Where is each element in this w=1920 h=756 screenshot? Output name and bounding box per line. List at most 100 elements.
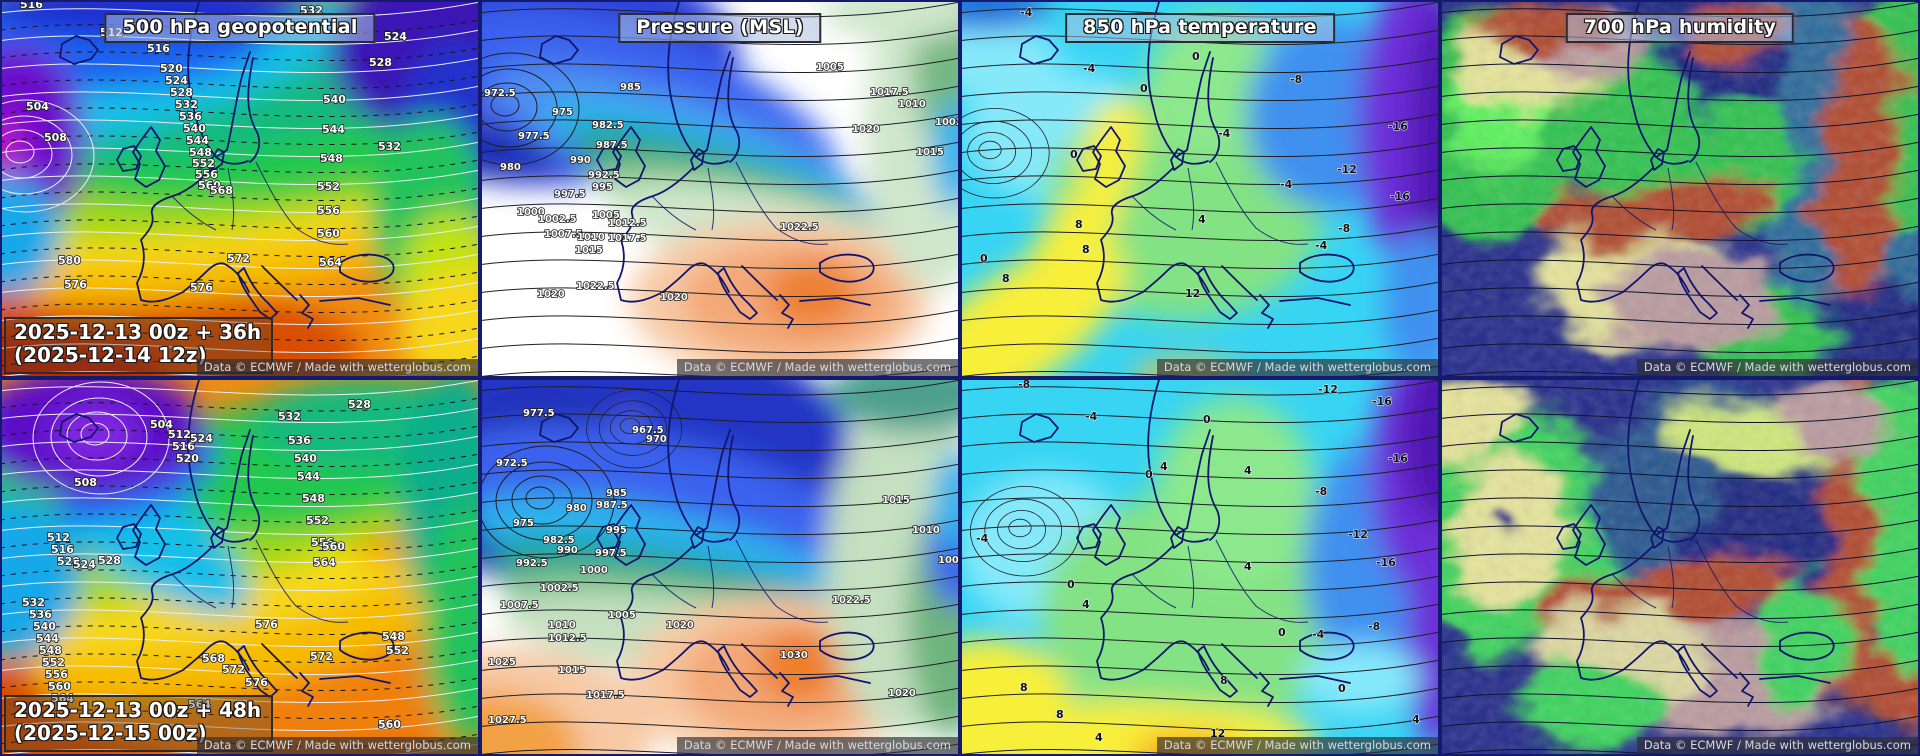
contour-label: 520 xyxy=(176,452,199,465)
contour-label: 516 xyxy=(172,440,195,453)
contour-label: -16 xyxy=(1372,395,1392,408)
contour-label: 568 xyxy=(210,184,233,197)
contour-label: -8 xyxy=(1338,222,1350,235)
contour-label: -4 xyxy=(1020,6,1033,19)
panel-temperature-36h: -4 0 -8 -12 -16 -16 -4 0 4 8 8 0 8 -4 -8 -4 12 0 -4 850 hP… xyxy=(960,0,1440,378)
contour-label: 8 xyxy=(1020,681,1028,694)
contour-label: 576 xyxy=(64,278,87,291)
panel-pressure-48h: 967.5 970 972.5 975 977.5 980 982.5 985 987.5 990… xyxy=(480,378,960,756)
contour-label: 508 xyxy=(44,131,67,144)
watermark: Data © ECMWF / Made with wetterglobus.co… xyxy=(196,359,478,376)
contour-label: 987.5 xyxy=(596,140,628,151)
contour-label: 967.5 xyxy=(632,425,664,436)
contour-label: 997.5 xyxy=(595,548,627,559)
contour-label: 556 xyxy=(45,668,68,681)
contour-label: 995 xyxy=(592,182,613,193)
contour-label: -16 xyxy=(1390,190,1410,203)
contour-label: 977.5 xyxy=(518,131,550,142)
contour-label: 564 xyxy=(319,256,342,269)
panel-title-humidity: 700 hPa humidity xyxy=(1565,13,1795,43)
contour-label: 972.5 xyxy=(496,458,528,469)
contour-label: 576 xyxy=(190,281,213,294)
contour-label: 1020 xyxy=(888,688,916,699)
contour-label: 8 xyxy=(1002,272,1010,285)
contour-label: 568 xyxy=(202,652,225,665)
contour-label: 1017.5 xyxy=(870,87,909,98)
contour-label: 1007.5 xyxy=(544,229,583,240)
watermark-text: Data © ECMWF / Made with wetterglobus.co… xyxy=(1643,738,1911,752)
panel-title-text: 500 hPa geopotential xyxy=(122,16,358,38)
contour-label: 560 xyxy=(317,227,340,240)
contour-label: -4 xyxy=(1085,410,1098,423)
contour-label: -16 xyxy=(1388,452,1408,465)
panel-humidity-36h: 700 hPa humidity Data © ECMWF / Made wit… xyxy=(1440,0,1920,378)
contour-label: 1015 xyxy=(916,147,944,158)
contour-label: 524 xyxy=(190,432,213,445)
contour-label: -16 xyxy=(1376,556,1396,569)
contour-label: 1010 xyxy=(548,620,576,631)
contour-label: 0 xyxy=(1067,578,1075,591)
contour-label: 1012.5 xyxy=(548,633,587,644)
watermark-text: Data © ECMWF / Made with wetterglobus.co… xyxy=(1643,360,1911,374)
contour-label: 556 xyxy=(311,536,334,549)
contour-label: 4 xyxy=(1198,213,1206,226)
contour-label: 580 xyxy=(58,254,81,267)
contour-label: 532 xyxy=(175,98,198,111)
contour-label: 524 xyxy=(384,30,407,43)
contour-label: 1002.5 xyxy=(935,117,960,128)
contour-label: 576 xyxy=(245,676,268,689)
contour-label: 1005 xyxy=(608,610,636,621)
watermark: Data © ECMWF / Made with wetterglobus.co… xyxy=(1636,737,1918,754)
contour-label: 1005 xyxy=(816,62,844,73)
watermark-text: Data © ECMWF / Made with wetterglobus.co… xyxy=(683,360,951,374)
contour-label: 556 xyxy=(317,204,340,217)
contour-label: 544 xyxy=(186,134,209,147)
panel-title-text: Pressure (MSL) xyxy=(636,16,804,38)
contour-label: 985 xyxy=(620,82,641,93)
contour-label: 572 xyxy=(310,650,333,663)
contour-label: 512 xyxy=(47,531,70,544)
run-time-text: 2025-12-13 00z + 36h xyxy=(14,319,262,344)
contour-label: 504 xyxy=(26,100,49,113)
contour-label: 1015 xyxy=(575,245,603,256)
contour-label: 1000 xyxy=(580,565,608,576)
contour-label: 970 xyxy=(646,434,667,445)
contour-label: 0 xyxy=(1145,468,1153,481)
contour-label: 552 xyxy=(42,656,65,669)
watermark: Data © ECMWF / Made with wetterglobus.co… xyxy=(1636,359,1918,376)
contour-label: 564 xyxy=(188,698,211,711)
contour-label: 985 xyxy=(606,488,627,499)
panel-title-geopotential: 500 hPa geopotential xyxy=(104,13,376,43)
run-time-text: 2025-12-13 00z + 48h xyxy=(14,697,262,722)
contour-label: -4 xyxy=(1280,178,1293,191)
watermark: Data © ECMWF / Made with wetterglobus.co… xyxy=(676,737,958,754)
contour-label: 1015 xyxy=(558,665,586,676)
watermark-text: Data © ECMWF / Made with wetterglobus.co… xyxy=(203,738,471,752)
panel-humidity-48h: Data © ECMWF / Made with wetterglobus.co… xyxy=(1440,378,1920,756)
temperature-map-36h: -4 0 -8 -12 -16 -16 -4 0 4 8 8 0 8 -4 -8 -4 12 0 -4 xyxy=(960,0,1440,378)
contour-label: 516 xyxy=(147,42,170,55)
contour-label: -4 xyxy=(976,532,989,545)
contour-label: 1025 xyxy=(488,657,516,668)
contour-label: 4 xyxy=(1244,560,1252,573)
contour-label: 1002.5 xyxy=(938,555,960,566)
contour-label: 8 xyxy=(1082,243,1090,256)
contour-label: 540 xyxy=(33,620,56,633)
contour-label: 1022.5 xyxy=(780,222,819,233)
contour-label: 576 xyxy=(255,618,278,631)
contour-label: 512 xyxy=(168,428,191,441)
humidity-map-48h xyxy=(1440,378,1920,756)
watermark-text: Data © ECMWF / Made with wetterglobus.co… xyxy=(1163,738,1431,752)
contour-label: 552 xyxy=(317,180,340,193)
valid-time-text: (2025-12-14 12z) xyxy=(14,343,207,368)
contour-label: 0 xyxy=(1140,82,1148,95)
contour-label: 556 xyxy=(195,168,218,181)
contour-label: -12 xyxy=(1348,528,1368,541)
panel-geopotential-48h: 504 508 512 516 520 524 528 532 536 540 544 548 552 5… xyxy=(0,378,480,756)
contour-label: 0 xyxy=(1278,626,1286,639)
contour-label: 528 xyxy=(348,398,371,411)
contour-label: 528 xyxy=(170,86,193,99)
